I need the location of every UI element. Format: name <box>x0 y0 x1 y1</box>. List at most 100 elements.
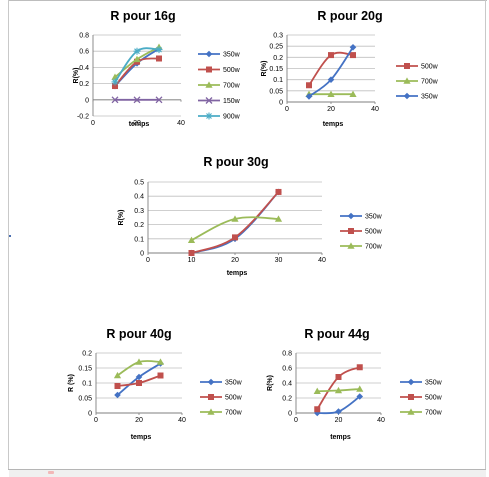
data-point-700w <box>156 358 165 365</box>
x-tick-label: 40 <box>178 417 186 424</box>
data-point-500w <box>114 383 121 389</box>
legend-marker-350w <box>407 378 415 386</box>
legend-marker-700w <box>205 81 213 88</box>
y-tick-label: 0.1 <box>134 236 144 243</box>
data-point-900w <box>133 47 141 55</box>
y-tick-label: 0.8 <box>282 351 292 358</box>
y-tick-label: -0.2 <box>77 114 89 121</box>
data-point-500w <box>156 55 162 62</box>
data-point-500w <box>232 234 238 241</box>
y-tick-label: 0.4 <box>79 65 89 72</box>
legend-marker-500w <box>206 66 212 73</box>
chart-5: R pour 44g 0 0.2 0.4 0.6 0.8 0 20 40 temps R(%) 350… <box>267 327 443 441</box>
x-axis-label: temps <box>131 434 152 441</box>
x-tick-label: 20 <box>133 120 141 127</box>
legend-label: 700w <box>225 410 243 417</box>
x-tick-label: 30 <box>275 257 283 264</box>
legend-marker-350w <box>403 92 411 100</box>
y-axis-label: R(%) <box>267 375 274 391</box>
legend-label: 900w <box>223 114 241 121</box>
y-tick-label: 0.15 <box>78 366 92 373</box>
y-tick-label: 0.15 <box>269 66 283 73</box>
data-point-500w <box>350 52 356 59</box>
x-tick-label: 20 <box>231 257 239 264</box>
y-tick-label: 0.8 <box>79 33 89 40</box>
y-axis-label: R (%) <box>68 374 75 392</box>
data-point-150w <box>133 96 141 104</box>
x-tick-label: 0 <box>91 120 95 127</box>
y-axis-label: R(%) <box>261 61 268 77</box>
chart-title: R pour 40g <box>106 327 171 341</box>
data-point-700w <box>274 215 283 222</box>
y-tick-label: 0.2 <box>79 81 89 88</box>
x-tick-label: 40 <box>377 417 385 424</box>
chart-title: R pour 30g <box>203 155 268 169</box>
chart-2: R pour 20g 0 0.05 0.1 0.15 0.2 0.25 0.3 0 20 40 tem… <box>261 9 439 128</box>
series-line-500w <box>191 191 280 254</box>
data-point-350w <box>335 408 342 415</box>
y-tick-label: 0.3 <box>273 33 283 40</box>
chart-title: R pour 20g <box>317 9 382 23</box>
data-point-500w <box>112 83 118 90</box>
x-tick-label: 10 <box>188 257 196 264</box>
frame-left-border <box>8 0 9 470</box>
bottom-scroll-strip[interactable] <box>9 470 486 477</box>
data-point-500w <box>157 372 164 379</box>
data-point-500w <box>136 380 142 386</box>
x-tick-label: 40 <box>371 106 379 113</box>
legend-marker-700w <box>403 77 411 84</box>
legend-marker-150w <box>205 97 213 104</box>
y-tick-label: 0.1 <box>273 77 283 84</box>
data-point-150w <box>111 96 119 104</box>
frame-top-border <box>8 0 487 1</box>
legend-label: 700w <box>223 83 241 90</box>
y-tick-label: 0.6 <box>282 366 292 373</box>
left-edge-marker <box>9 235 11 237</box>
legend-label: 500w <box>223 67 241 74</box>
data-point-700w <box>133 55 141 63</box>
legend-label: 350w <box>421 94 439 101</box>
data-point-350w <box>327 76 335 83</box>
x-axis-label: temps <box>129 121 150 128</box>
chart-title: R pour 44g <box>304 327 369 341</box>
data-point-900w <box>155 46 163 54</box>
legend-label: 700w <box>425 410 443 417</box>
y-axis-label: R(%) <box>118 210 125 226</box>
x-tick-label: 0 <box>285 106 289 113</box>
x-tick-label: 40 <box>177 120 185 127</box>
data-point-350w <box>135 373 143 381</box>
legend-label: 700w <box>365 244 383 251</box>
legend-marker-700w <box>407 408 415 415</box>
x-tick-label: 0 <box>94 417 98 424</box>
x-axis-label: temps <box>227 270 248 277</box>
x-tick-label: 20 <box>335 417 343 424</box>
y-tick-label: 0.2 <box>134 222 144 229</box>
chart-4: R pour 40g 0 0.05 0.1 0.15 0.2 0 20 40 temps R (%)… <box>68 327 243 441</box>
data-point-700w <box>327 90 335 97</box>
legend-marker-500w <box>404 63 410 69</box>
legend-marker-500w <box>408 394 414 400</box>
data-point-700w <box>313 387 321 395</box>
chart-3: R pour 30g 0 0.1 0.2 0.3 0.4 0.5 0 10 20 30 40 temps… <box>118 155 383 277</box>
data-point-700w <box>231 215 239 222</box>
x-tick-label: 20 <box>327 106 335 113</box>
y-tick-label: 0 <box>85 97 89 104</box>
data-point-500w <box>306 82 312 89</box>
data-point-700w <box>135 358 143 365</box>
data-point-700w <box>113 371 122 379</box>
legend-label: 350w <box>365 214 383 221</box>
data-point-500w <box>314 406 321 413</box>
legend-label: 350w <box>225 380 243 387</box>
legend-marker-500w <box>348 228 354 234</box>
y-tick-label: 0.1 <box>82 381 92 388</box>
legend-marker-350w <box>207 378 215 386</box>
y-tick-label: 0.05 <box>78 396 92 403</box>
y-tick-label: 0 <box>288 411 292 418</box>
data-point-900w <box>111 78 119 86</box>
legend-marker-900w <box>205 112 213 120</box>
y-axis-label: R(%) <box>73 68 80 84</box>
legend-label: 500w <box>225 395 243 402</box>
y-tick-label: 0.3 <box>134 208 144 215</box>
y-tick-label: 0.5 <box>134 180 144 187</box>
